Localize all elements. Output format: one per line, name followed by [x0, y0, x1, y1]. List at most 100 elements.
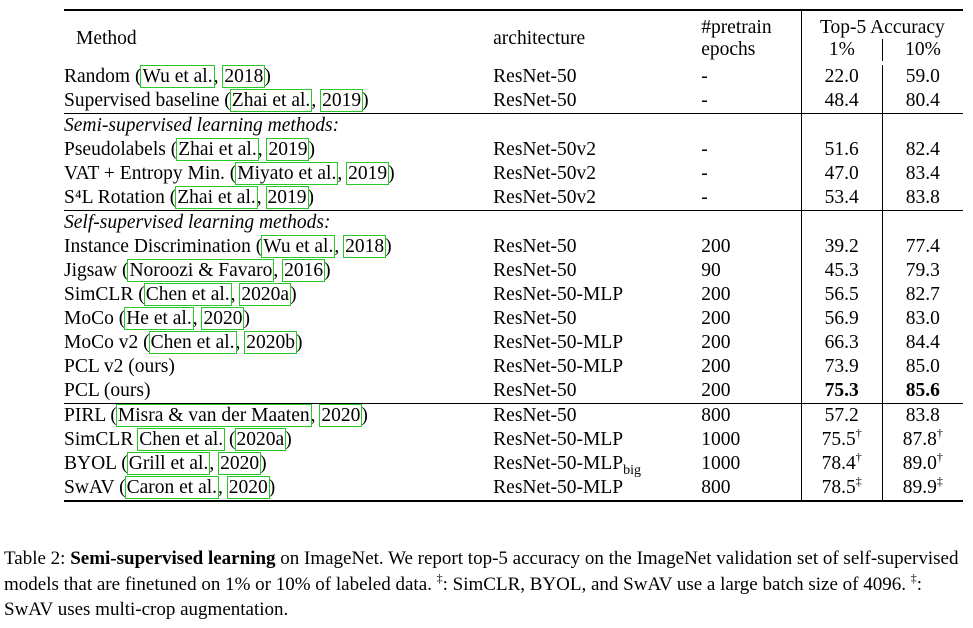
caption-mark-1: ‡	[436, 570, 443, 585]
method-tail: )	[361, 405, 368, 426]
accuracy-10pct-value: 80.4	[905, 90, 940, 111]
accuracy-10pct-mark: †	[936, 450, 943, 464]
accuracy-1pct-cell: 53.4	[800, 186, 883, 211]
architecture-name: ResNet-50	[493, 260, 577, 281]
accuracy-10pct-cell: 89.9‡	[882, 474, 963, 502]
citation-year-link[interactable]: 2020a	[234, 428, 287, 451]
architecture-cell: ResNet-50	[481, 403, 690, 428]
accuracy-1pct-value: 78.4	[821, 453, 856, 474]
method-name: BYOL (	[64, 453, 128, 474]
section-pad-2	[882, 210, 963, 235]
citation-separator: ,	[230, 284, 241, 305]
accuracy-1pct-value: 51.6	[824, 139, 859, 160]
header-pct1: 1%	[802, 39, 883, 61]
accuracy-1pct-cell: 56.5	[800, 283, 883, 307]
citation-authors-link[interactable]: He et al.	[124, 307, 194, 330]
section-pad-2	[882, 113, 963, 138]
citation-year-link[interactable]: 2018	[222, 65, 266, 88]
citation-separator: ,	[235, 332, 246, 353]
citation-authors-link[interactable]: Chen et al.	[148, 331, 237, 354]
citation-authors-link[interactable]: Zhai et al.	[176, 138, 259, 161]
epochs-cell: -	[701, 139, 708, 160]
epochs-cell: 1000	[701, 453, 741, 474]
accuracy-10pct-cell: 80.4	[882, 89, 963, 114]
epochs-cell: 200	[701, 308, 731, 329]
accuracy-1pct-value: 56.9	[824, 308, 859, 329]
accuracy-10pct-cell: 87.8†	[882, 427, 963, 452]
citation-authors-link[interactable]: Chen et al.	[143, 283, 232, 306]
header-accuracy-title: Top-5 Accuracy	[819, 17, 945, 38]
citation-authors-link[interactable]: Miyato et al.	[235, 162, 339, 185]
citation-year-link[interactable]: 2020	[218, 452, 262, 475]
method-cell: BYOL (Grill et al., 2020)	[64, 452, 481, 476]
citation-authors-link[interactable]: Grill et al.	[126, 452, 211, 475]
architecture-cell: ResNet-50-MLPbig	[481, 452, 689, 478]
architecture-cell: ResNet-50-MLP	[481, 428, 689, 452]
citation-year-link[interactable]: 2020	[201, 307, 245, 330]
citation-authors-link[interactable]: Wu et al.	[140, 65, 215, 88]
accuracy-10pct-value: 83.4	[905, 163, 940, 184]
citation-authors-link[interactable]: Misra & van der Maaten	[115, 404, 312, 427]
epochs-cell: 800	[689, 476, 802, 502]
caption-text-1: on ImageNet. We report top-5 accuracy on…	[4, 548, 959, 595]
citation-year-link[interactable]: 2020b	[244, 331, 298, 354]
citation-year-link[interactable]: 2019	[346, 162, 390, 185]
accuracy-1pct-value: 39.2	[824, 236, 859, 257]
architecture-name: ResNet-50v2	[493, 139, 597, 160]
section-title: Self-supervised learning methods:	[64, 210, 802, 235]
method-tail: )	[260, 453, 267, 474]
citation-year-link[interactable]: 2019	[266, 138, 310, 161]
accuracy-1pct-cell: 48.4	[800, 89, 883, 114]
architecture-cell: ResNet-50-MLP	[481, 355, 689, 379]
citation-year-link[interactable]: 2016	[282, 259, 326, 282]
epochs-cell: 200	[701, 356, 731, 377]
accuracy-1pct-cell: 78.5‡	[800, 475, 883, 502]
accuracy-1pct-cell: 39.2	[800, 235, 883, 259]
method-cell: Jigsaw (Noroozi & Favaro, 2016)	[64, 259, 481, 283]
method-cell: MoCo (He et al., 2020)	[64, 307, 481, 331]
method-tail: )	[290, 284, 297, 305]
accuracy-10pct-value: 83.8	[905, 187, 940, 208]
citation-authors-link[interactable]: Chen et al.	[137, 428, 226, 451]
citation-authors-link[interactable]: Noroozi & Favaro	[127, 259, 275, 282]
method-cell: SimCLR Chen et al. (2020a)	[64, 428, 481, 452]
citation-separator: ,	[192, 308, 203, 329]
citation-separator: ,	[209, 453, 220, 474]
accuracy-1pct-mark: †	[855, 450, 862, 464]
citation-year-link[interactable]: 2019	[320, 89, 364, 112]
method-tail: )	[308, 139, 315, 160]
table-row: PIRL (Misra & van der Maaten, 2020) ResNe…	[64, 403, 963, 428]
architecture-name: ResNet-50	[493, 380, 577, 401]
method-name: Supervised baseline (	[64, 90, 231, 111]
section-header-row: Semi-supervised learning methods:	[64, 113, 963, 138]
epochs-cell: 200	[701, 236, 731, 257]
accuracy-10pct-mark: ‡	[936, 474, 943, 488]
citation-year-link[interactable]: 2020	[319, 404, 363, 427]
citation-year-link[interactable]: 2019	[265, 186, 309, 209]
citation-authors-link[interactable]: Caron et al.	[124, 476, 220, 499]
architecture-name: ResNet-50-MLP	[493, 477, 624, 498]
epochs-cell: -	[701, 187, 708, 208]
method-name: MoCo v2 (	[64, 332, 150, 353]
citation-year-link[interactable]: 2020a	[239, 283, 292, 306]
citation-year-link[interactable]: 2020	[226, 476, 270, 499]
architecture-name: ResNet-50	[493, 66, 577, 87]
epochs-cell: -	[701, 66, 708, 87]
table-row: Random (Wu et al., 2018) ResNet-50 - 22.0 59…	[64, 65, 963, 89]
citation-year-link[interactable]: 2018	[343, 235, 387, 258]
method-cell: Pseudolabels (Zhai et al., 2019)	[64, 138, 481, 162]
header-method: Method	[64, 9, 482, 65]
accuracy-1pct-value: 47.0	[824, 163, 859, 184]
method-tail: )	[362, 90, 369, 111]
table-row: PCL (ours) ResNet-50 200 75.3 85.6	[64, 379, 963, 404]
citation-authors-link[interactable]: Zhai et al.	[175, 186, 258, 209]
epochs-cell: -	[701, 163, 708, 184]
citation-authors-link[interactable]: Zhai et al.	[229, 89, 313, 112]
architecture-cell: ResNet-50-MLP	[481, 476, 690, 502]
architecture-cell: ResNet-50	[481, 259, 689, 283]
citation-separator: ,	[273, 260, 284, 281]
accuracy-10pct-value: 89.0	[902, 453, 937, 474]
method-cell: VAT + Entropy Min. (Miyato et al., 2019)	[64, 162, 481, 186]
architecture-name: ResNet-50	[493, 90, 577, 111]
citation-authors-link[interactable]: Wu et al.	[261, 235, 336, 258]
